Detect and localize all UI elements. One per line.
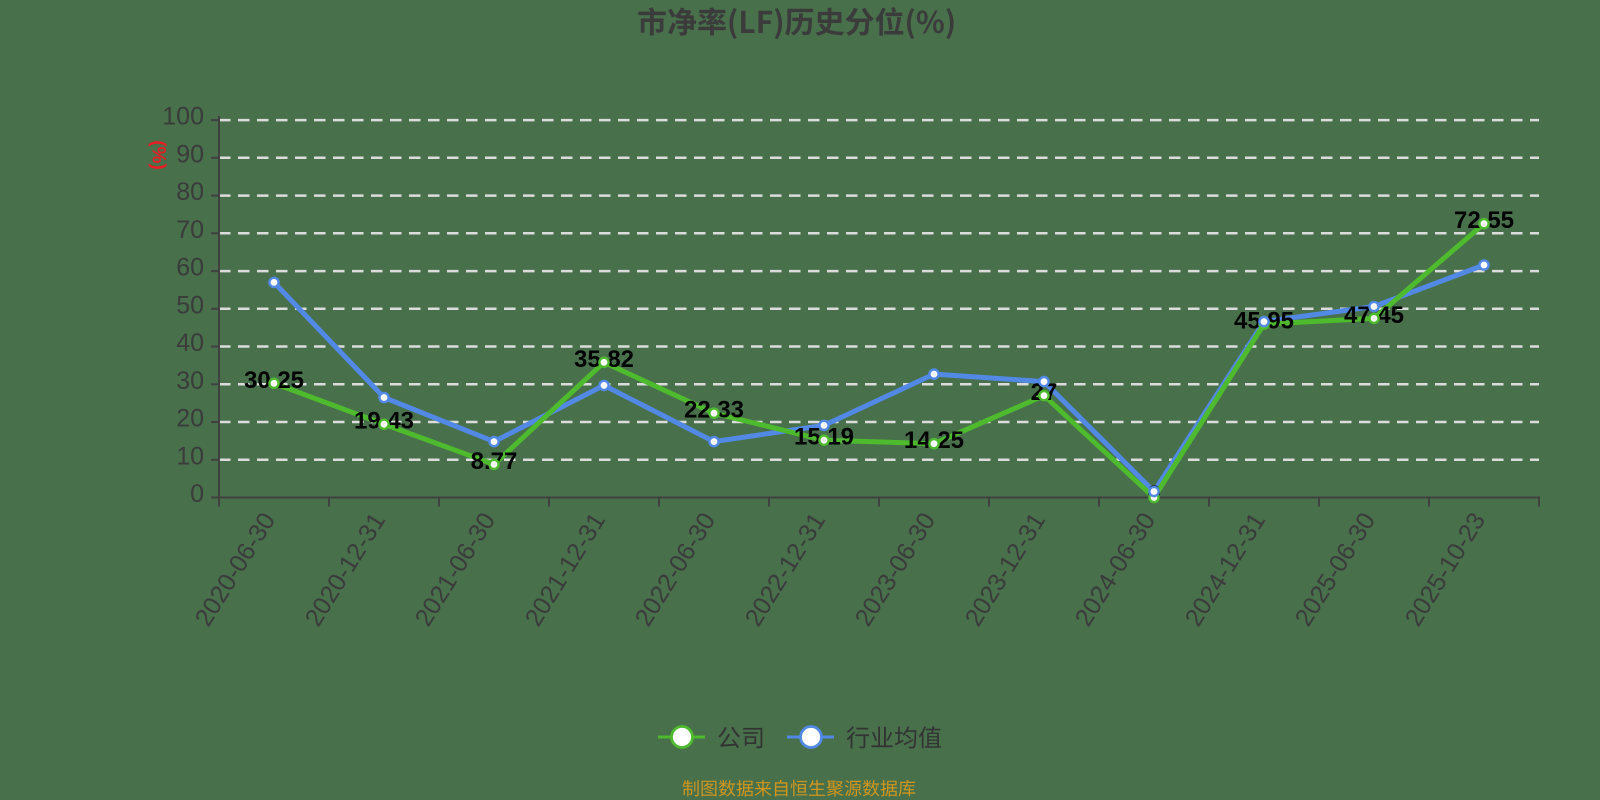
svg-text:20: 20 (176, 405, 204, 433)
svg-text:0: 0 (190, 480, 204, 508)
svg-text:90: 90 (176, 140, 204, 168)
svg-text:30: 30 (176, 367, 204, 395)
svg-text:40: 40 (176, 329, 204, 357)
svg-text:10: 10 (176, 442, 204, 470)
svg-text:70: 70 (176, 216, 204, 244)
svg-text:100: 100 (162, 103, 204, 131)
svg-text:80: 80 (176, 178, 204, 206)
svg-text:50: 50 (176, 291, 204, 319)
svg-text:60: 60 (176, 254, 204, 282)
svg-text:(%): (%) (148, 140, 169, 170)
